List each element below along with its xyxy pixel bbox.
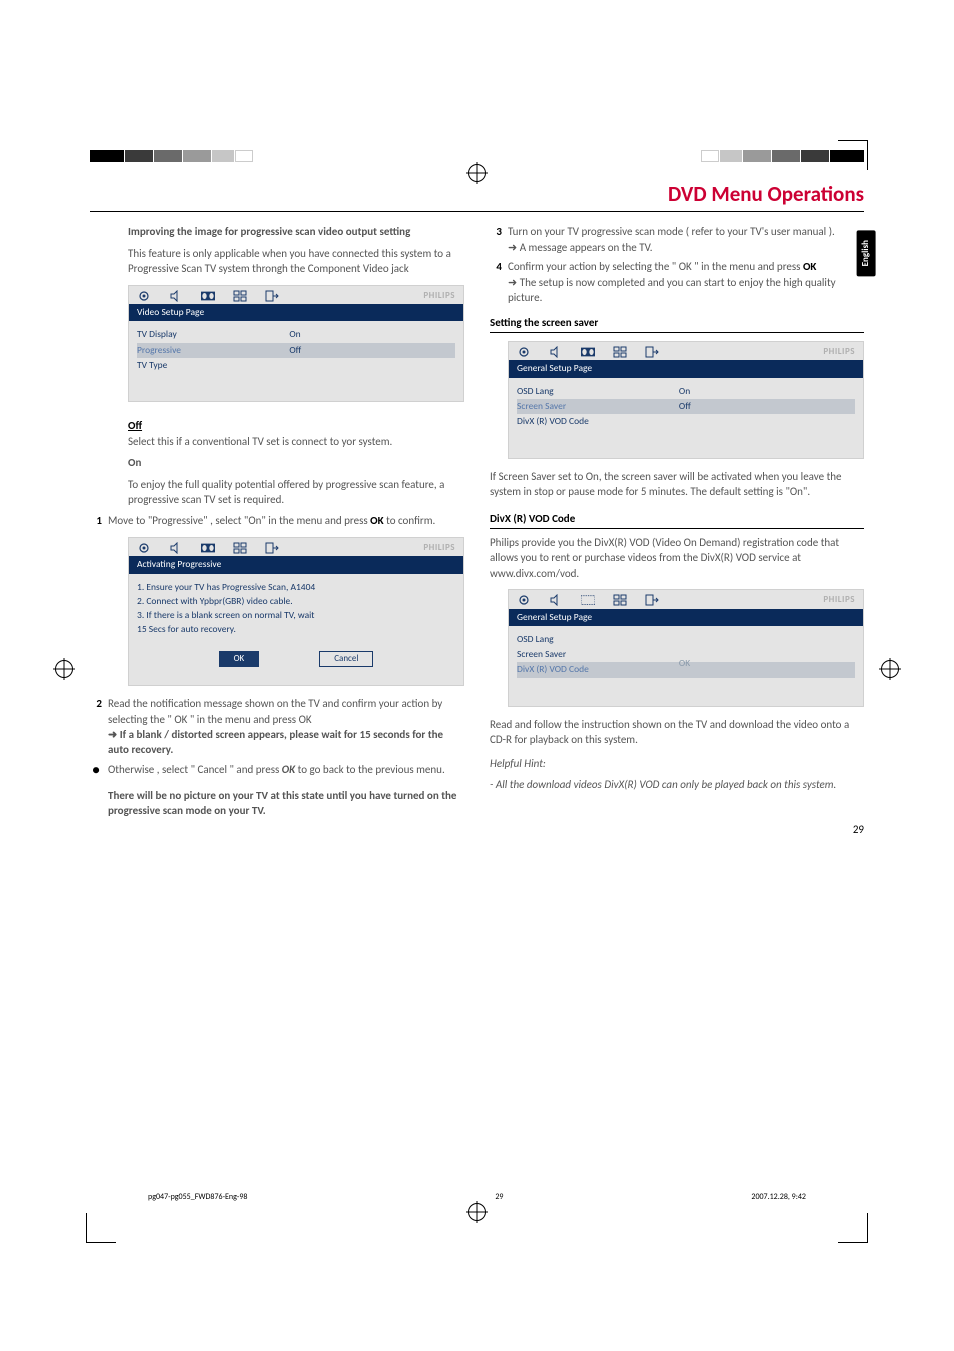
step-text: Read the notification message shown on t… xyxy=(108,696,464,758)
osd-info-line: 2. Connect with Ypbpr(GBR) video cable. xyxy=(137,594,455,608)
registration-mark-icon xyxy=(881,660,899,678)
heading-off: Off xyxy=(128,418,142,433)
dolby-icon xyxy=(581,594,595,606)
crop-corner xyxy=(838,1213,868,1243)
step-number: 3 xyxy=(490,224,502,255)
crop-swatch xyxy=(90,150,124,162)
footer-file: pg047-pg055_FWD876-Eng-98 xyxy=(148,1192,247,1203)
speaker-icon xyxy=(169,290,183,302)
grid-icon xyxy=(233,542,247,554)
crop-marks-top xyxy=(0,150,954,162)
hint-heading: Helpful Hint: xyxy=(490,756,864,771)
crop-swatch xyxy=(701,150,719,162)
osd-value: Off xyxy=(289,343,301,358)
crop-swatch xyxy=(743,150,771,162)
paragraph: Select this if a conventional TV set is … xyxy=(128,434,464,449)
step-text: Move to "Progressive" , select "On" in t… xyxy=(108,513,435,528)
osd-list-item: DivX (R) VOD Code xyxy=(517,414,855,429)
dolby-icon xyxy=(201,542,215,554)
osd-title: Activating Progressive xyxy=(129,556,463,573)
crop-swatch xyxy=(154,150,182,162)
page-number: 29 xyxy=(490,822,864,837)
paragraph: Read and follow the instruction shown on… xyxy=(490,717,864,748)
exit-icon xyxy=(645,346,659,358)
osd-cancel-button[interactable]: Cancel xyxy=(319,651,373,668)
grid-icon xyxy=(613,594,627,606)
step-text: Otherwise , select " Cancel " and press … xyxy=(108,762,445,780)
step-text: Confirm your action by selecting the " O… xyxy=(508,259,864,305)
crop-corner xyxy=(838,140,868,170)
crop-swatch xyxy=(183,150,211,162)
osd-info-line: 3. If there is a blank screen on normal … xyxy=(137,608,455,622)
osd-title: General Setup Page xyxy=(509,609,863,626)
osd-menu-video-setup: PHILIPS Video Setup Page TV DisplayProgr… xyxy=(128,285,464,403)
page-title: DVD Menu Operations xyxy=(90,180,864,212)
footer: pg047-pg055_FWD876-Eng-98 29 2007.12.28,… xyxy=(148,1192,806,1203)
brand-label: PHILIPS xyxy=(423,542,455,555)
osd-title: Video Setup Page xyxy=(129,304,463,321)
gear-icon xyxy=(137,290,151,302)
heading-divx: DivX (R) VOD Code xyxy=(490,511,864,528)
step-number: 1 xyxy=(90,513,102,528)
brand-label: PHILIPS xyxy=(423,290,455,303)
crop-swatch xyxy=(235,150,253,162)
footer-page: 29 xyxy=(495,1192,503,1203)
crop-swatch xyxy=(801,150,829,162)
paragraph: Philips provide you the DivX(R) VOD (Vid… xyxy=(490,535,864,581)
speaker-icon xyxy=(169,542,183,554)
step-text: Turn on your TV progressive scan mode ( … xyxy=(508,224,835,255)
osd-ok-button[interactable]: OK xyxy=(219,651,260,668)
heading-screen-saver: Setting the screen saver xyxy=(490,315,864,332)
step-number: 4 xyxy=(490,259,502,305)
heading-on: On xyxy=(128,455,464,470)
warning-note: There will be no picture on your TV at t… xyxy=(90,788,464,819)
exit-icon xyxy=(645,594,659,606)
hint-text: - All the download videos DivX(R) VOD ca… xyxy=(490,777,864,792)
osd-menu-general-divx: PHILIPS General Setup Page OSD LangScree… xyxy=(508,589,864,707)
gear-icon xyxy=(517,594,531,606)
heading-improve: Improving the image for progressive scan… xyxy=(128,224,464,239)
osd-value: On xyxy=(289,327,301,342)
grid-icon xyxy=(613,346,627,358)
footer-date: 2007.12.28, 9:42 xyxy=(751,1192,806,1203)
left-column: Improving the image for progressive scan… xyxy=(90,224,464,837)
osd-info-line: 15 Secs for auto recovery. xyxy=(137,622,455,636)
brand-label: PHILIPS xyxy=(823,346,855,359)
osd-list-item: TV Type xyxy=(137,358,455,373)
osd-info-line: 1. Ensure your TV has Progressive Scan, … xyxy=(137,580,455,594)
crop-swatch xyxy=(212,150,234,162)
step-number: 2 xyxy=(90,696,102,758)
osd-value: OK xyxy=(679,656,690,671)
osd-value: On xyxy=(679,384,691,399)
gear-icon xyxy=(137,542,151,554)
paragraph: This feature is only applicable when you… xyxy=(128,246,464,277)
speaker-icon xyxy=(549,594,563,606)
osd-value: Off xyxy=(679,399,691,414)
crop-swatch xyxy=(720,150,742,162)
dolby-icon xyxy=(581,346,595,358)
dolby-icon xyxy=(201,290,215,302)
paragraph: If Screen Saver set to On, the screen sa… xyxy=(490,469,864,500)
exit-icon xyxy=(265,542,279,554)
registration-mark-icon xyxy=(468,1203,486,1221)
bullet-icon: ● xyxy=(90,762,102,780)
paragraph: To enjoy the full quality potential offe… xyxy=(128,477,464,508)
crop-swatch xyxy=(125,150,153,162)
crop-swatch xyxy=(772,150,800,162)
osd-title: General Setup Page xyxy=(509,360,863,377)
osd-list-item: OSD Lang xyxy=(517,632,855,647)
speaker-icon xyxy=(549,346,563,358)
crop-corner xyxy=(86,1213,116,1243)
gear-icon xyxy=(517,346,531,358)
registration-mark-icon xyxy=(468,164,486,182)
osd-menu-activating: PHILIPS Activating Progressive 1. Ensure… xyxy=(128,537,464,686)
exit-icon xyxy=(265,290,279,302)
crop-strip-left xyxy=(90,150,253,162)
language-tab: English xyxy=(857,230,876,276)
grid-icon xyxy=(233,290,247,302)
osd-menu-general-saver: PHILIPS General Setup Page OSD LangScree… xyxy=(508,341,864,459)
brand-label: PHILIPS xyxy=(823,594,855,607)
registration-mark-icon xyxy=(55,660,73,678)
right-column: 3 Turn on your TV progressive scan mode … xyxy=(490,224,864,837)
